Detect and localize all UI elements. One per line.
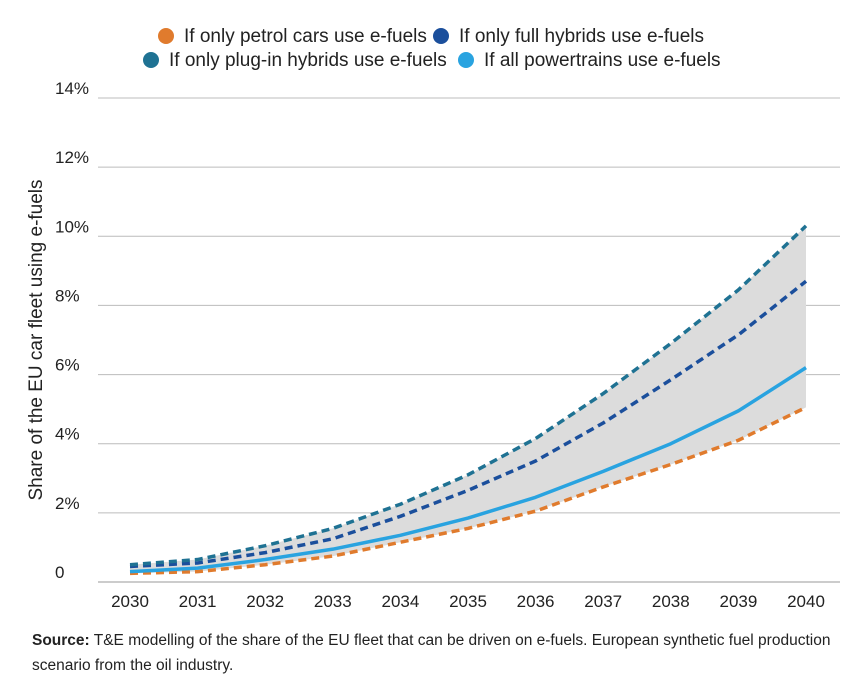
legend-item-all-powertrains: If all powertrains use e-fuels bbox=[458, 50, 721, 71]
x-tick-label: 2033 bbox=[314, 592, 352, 611]
legend-marker-petrol bbox=[158, 28, 174, 44]
x-tick-label: 2034 bbox=[381, 592, 419, 611]
gridlines bbox=[98, 97, 840, 583]
legend: If only petrol cars use e-fuels If only … bbox=[143, 26, 721, 71]
y-tick-label: 2% bbox=[55, 494, 80, 513]
x-tick-label: 2031 bbox=[179, 592, 217, 611]
y-tick-label: 8% bbox=[55, 286, 80, 305]
series-line-if-only-plug-in-hybrids-use-e-fuels bbox=[129, 224, 808, 567]
x-tick-label: 2039 bbox=[719, 592, 757, 611]
legend-item-full-hybrid: If only full hybrids use e-fuels bbox=[433, 26, 704, 47]
range-band bbox=[130, 225, 806, 574]
x-tick-label: 2030 bbox=[111, 592, 149, 611]
legend-marker-all-powertrains bbox=[458, 52, 474, 68]
legend-marker-plug-in-hybrid bbox=[143, 52, 159, 68]
x-tick-label: 2038 bbox=[652, 592, 690, 611]
source-text: T&E modelling of the share of the EU fle… bbox=[32, 632, 831, 674]
y-tick-label: 14% bbox=[55, 79, 89, 98]
legend-item-petrol: If only petrol cars use e-fuels bbox=[158, 26, 427, 47]
y-tick-label: 4% bbox=[55, 425, 80, 444]
source-label: Source: bbox=[32, 632, 90, 649]
series-line-if-only-petrol-cars-use-e-fuels bbox=[129, 405, 807, 576]
legend-label-all-powertrains: If all powertrains use e-fuels bbox=[484, 50, 721, 71]
x-tick-label: 2040 bbox=[787, 592, 825, 611]
x-tick-label: 2032 bbox=[246, 592, 284, 611]
range-area bbox=[130, 225, 806, 574]
legend-label-plug-in-hybrid: If only plug-in hybrids use e-fuels bbox=[169, 50, 447, 71]
legend-label-full-hybrid: If only full hybrids use e-fuels bbox=[459, 26, 704, 47]
legend-item-plug-in-hybrid: If only plug-in hybrids use e-fuels bbox=[143, 50, 447, 71]
y-axis-ticks: 0 2% 4% 6% 8% 10% 12% 14% bbox=[55, 79, 89, 582]
y-tick-label: 6% bbox=[55, 356, 80, 375]
y-tick-label: 10% bbox=[55, 217, 89, 236]
y-axis-title: Share of the EU car fleet using e-fuels bbox=[26, 179, 47, 500]
source-note: Source: T&E modelling of the share of th… bbox=[32, 628, 852, 678]
legend-marker-full-hybrid bbox=[433, 28, 449, 44]
x-axis-ticks: 2030 2031 2032 2033 2034 2035 2036 2037 2038 2039… bbox=[111, 592, 825, 611]
series-lines bbox=[129, 224, 808, 576]
series-line-if-all-powertrains-use-e-fuels bbox=[129, 366, 807, 574]
x-tick-label: 2037 bbox=[584, 592, 622, 611]
x-tick-label: 2036 bbox=[517, 592, 555, 611]
y-tick-label: 0 bbox=[55, 563, 64, 582]
legend-label-petrol: If only petrol cars use e-fuels bbox=[184, 26, 427, 47]
y-tick-label: 12% bbox=[55, 148, 89, 167]
x-tick-label: 2035 bbox=[449, 592, 487, 611]
line-chart: If only petrol cars use e-fuels If only … bbox=[26, 26, 840, 611]
